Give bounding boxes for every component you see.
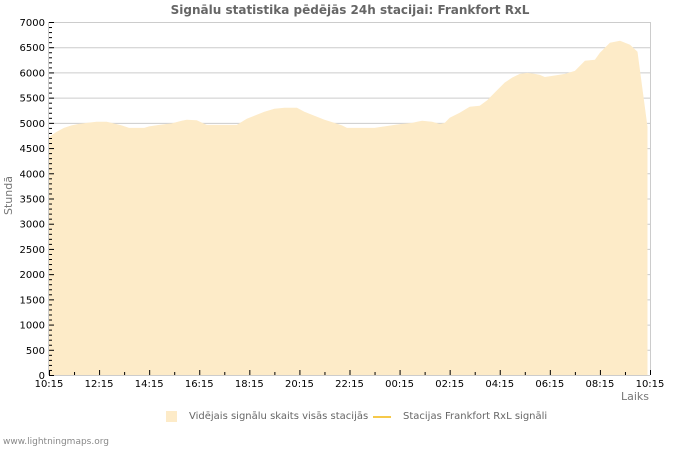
svg-text:0: 0 [39,371,45,382]
legend-item-average[interactable]: Vidējais signālu skaits visās stacijās [166,411,368,422]
svg-text:02:15: 02:15 [435,379,464,390]
svg-text:6000: 6000 [20,68,45,79]
legend-label: Vidējais signālu skaits visās stacijās [189,411,369,422]
svg-text:20:15: 20:15 [285,379,314,390]
legend: Vidējais signālu skaits visās stacijās S… [0,411,700,427]
chart-title: Signālu statistika pēdējās 24h stacijai:… [170,3,530,17]
svg-text:3000: 3000 [20,220,45,231]
svg-text:04:15: 04:15 [485,379,514,390]
svg-text:5000: 5000 [20,119,45,130]
axes [48,22,651,376]
svg-text:16:15: 16:15 [185,379,214,390]
svg-text:10:15: 10:15 [35,379,64,390]
svg-text:06:15: 06:15 [535,379,564,390]
legend-label: Stacijas Frankfort RxL signāli [403,411,548,422]
svg-text:08:15: 08:15 [586,379,615,390]
area-swatch-icon [166,411,177,422]
svg-text:3500: 3500 [20,195,45,206]
svg-text:7000: 7000 [20,18,45,29]
svg-text:14:15: 14:15 [135,379,164,390]
line-swatch-icon [373,415,391,418]
svg-text:4500: 4500 [20,144,45,155]
svg-text:00:15: 00:15 [385,379,414,390]
svg-text:6500: 6500 [20,43,45,54]
x-tick-labels: 10:15 12:15 14:15 16:15 18:15 20:15 22:15 00:15… [35,379,665,390]
x-axis-label: Laiks [621,390,650,403]
svg-text:2000: 2000 [20,270,45,281]
svg-text:1500: 1500 [20,295,45,306]
svg-text:12:15: 12:15 [85,379,114,390]
svg-text:5500: 5500 [20,94,45,105]
legend-item-station[interactable]: Stacijas Frankfort RxL signāli [373,411,547,422]
svg-text:1000: 1000 [20,321,45,332]
site-credit: www.lightningmaps.org [3,437,109,447]
svg-text:4000: 4000 [20,169,45,180]
svg-text:10:15: 10:15 [636,379,665,390]
svg-text:2500: 2500 [20,245,45,256]
y-axis-label: Stundā [2,176,15,215]
svg-text:22:15: 22:15 [335,379,364,390]
average-signals-area [49,40,648,375]
y-tick-labels: 0 500 1000 1500 2000 2500 3000 3500 4000 4500 5000… [20,18,45,382]
svg-text:500: 500 [26,346,45,357]
svg-text:18:15: 18:15 [235,379,264,390]
